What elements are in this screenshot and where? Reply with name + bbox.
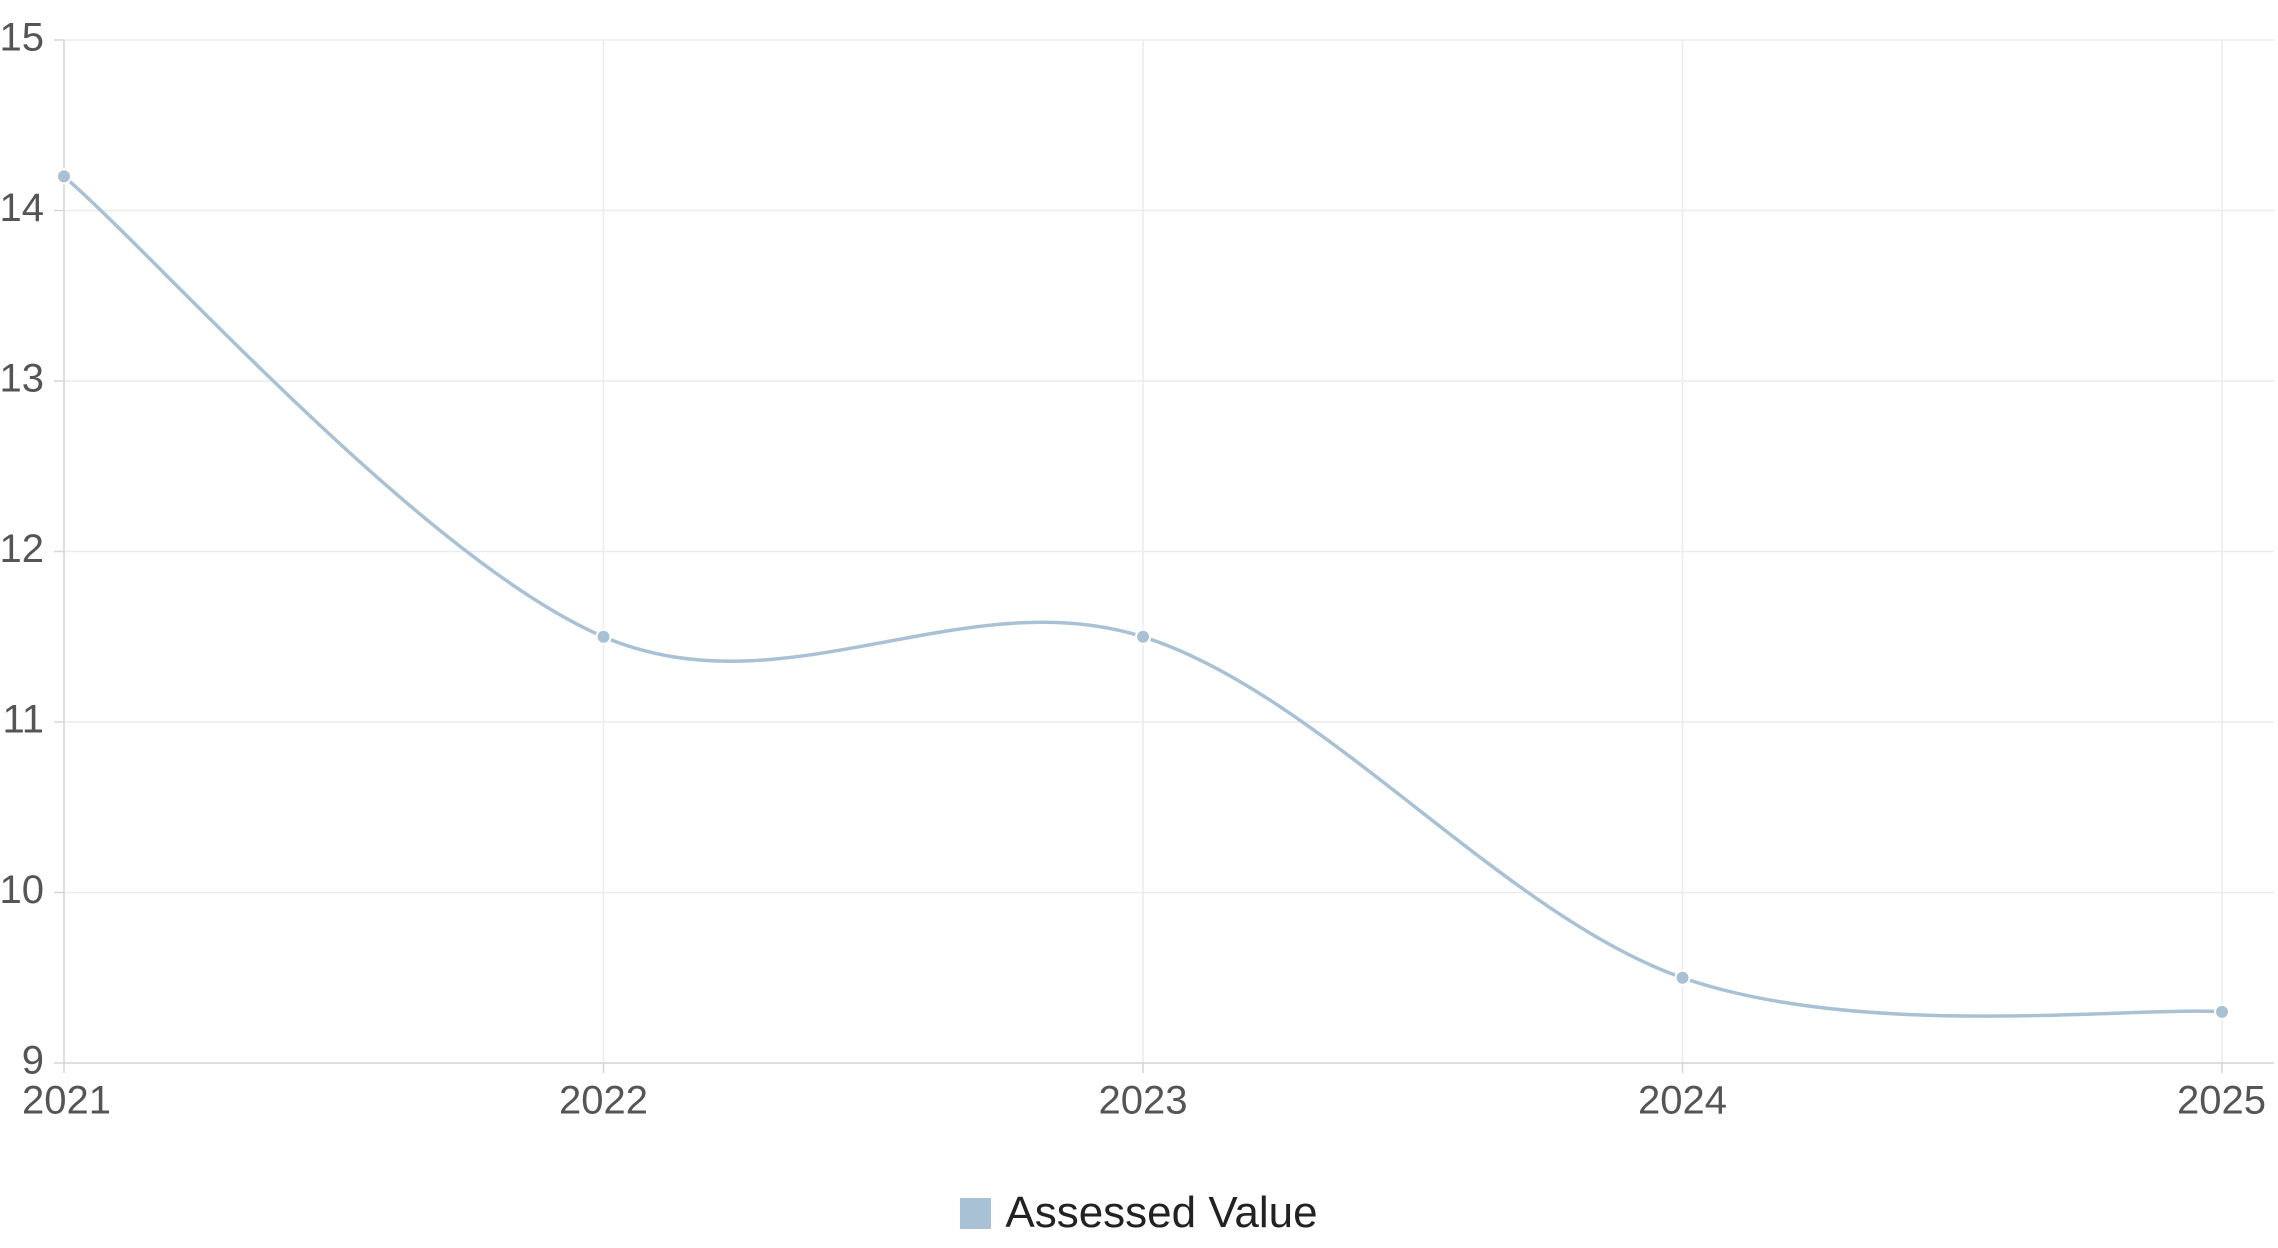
y-tick-label: 9 (22, 1039, 44, 1083)
x-tick-label: 2024 (1638, 1079, 1727, 1123)
x-tick-label: 2025 (2177, 1079, 2266, 1123)
series (56, 168, 2230, 1020)
grid (63, 39, 2274, 1064)
data-point (595, 628, 612, 645)
x-tick-label: 2022 (559, 1079, 648, 1123)
data-point (56, 168, 72, 185)
y-tick-label: 13 (0, 357, 44, 401)
y-tick-label: 10 (0, 868, 44, 912)
data-point (1135, 628, 1151, 645)
tick-labels: 9 10 11 12 13 14 15 2021 2022 2023 2024 2025 (0, 16, 2266, 1123)
y-tick-label: 12 (0, 527, 44, 571)
x-tick-label: 2023 (1099, 1079, 1188, 1123)
data-point (2214, 1003, 2230, 1020)
x-tick-label: 2021 (22, 1079, 111, 1123)
legend-swatch (960, 1197, 992, 1229)
data-point (1674, 969, 1691, 986)
y-tick-label: 14 (0, 186, 44, 230)
legend[interactable]: Assessed Value (0, 1188, 2278, 1238)
y-tick-label: 11 (2, 698, 44, 742)
y-tick-label: 15 (0, 16, 44, 60)
legend-label: Assessed Value (1005, 1188, 1318, 1237)
axes (54, 39, 2274, 1073)
